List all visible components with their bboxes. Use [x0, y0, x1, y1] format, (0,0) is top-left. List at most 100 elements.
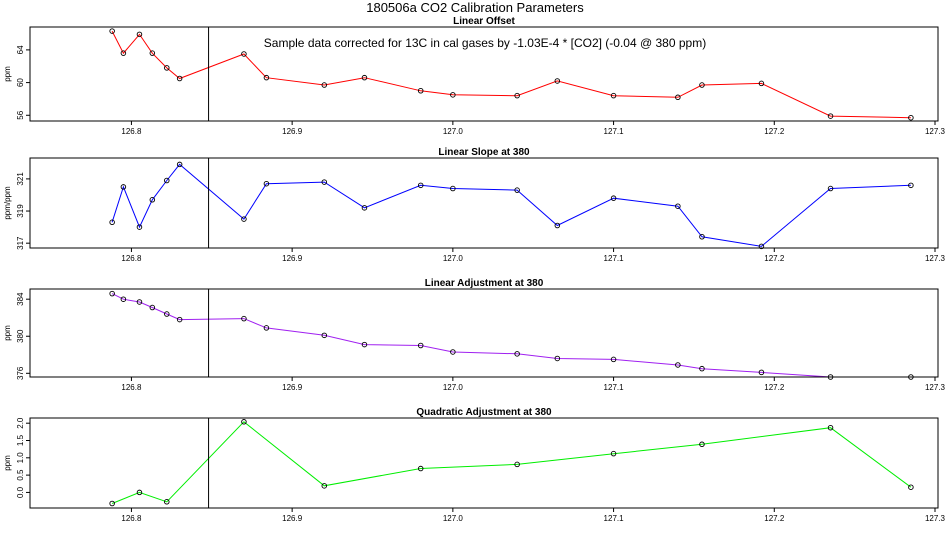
- linear-slope-data-point: [241, 216, 247, 222]
- quadratic-adjustment-xtick-label: 127.3: [925, 514, 946, 523]
- linear-offset-data-point: [241, 51, 247, 57]
- linear-slope-xtick-label: 126.8: [121, 254, 142, 263]
- linear-slope-data-point: [149, 197, 156, 203]
- linear-adjustment-ytick-label: 376: [16, 366, 25, 380]
- linear-offset-series-line: [111, 30, 911, 119]
- linear-slope-data-point: [263, 180, 270, 187]
- linear-adjustment-data-point: [610, 356, 617, 363]
- linear-adjustment-xtick-label: 127.1: [604, 383, 625, 392]
- linear-slope-xtick-label: 127.3: [925, 254, 946, 263]
- quadratic-adjustment-xtick-label: 126.9: [282, 514, 303, 523]
- panel-linear-adjustment: Linear Adjustment at 380 ppm 126.8 126.9 127…: [3, 278, 946, 392]
- linear-offset-annotation: Sample data corrected for 13C in cal gas…: [264, 36, 706, 50]
- linear-offset-xtick-label: 127.2: [764, 127, 785, 136]
- linear-offset-data-point: [417, 88, 424, 94]
- quadratic-adjustment-xtick-label: 127.0: [443, 514, 464, 523]
- quadratic-adjustment-data-point: [164, 499, 170, 505]
- linear-offset-xtick-label: 126.9: [282, 127, 303, 136]
- quadratic-adjustment-data-point: [699, 441, 705, 448]
- linear-adjustment-data-point: [450, 349, 456, 355]
- linear-slope-data-point: [610, 195, 617, 201]
- linear-slope-xtick-label: 126.9: [282, 254, 303, 263]
- linear-offset-ytick-label: 60: [16, 78, 25, 87]
- linear-adjustment-title: Linear Adjustment at 380: [425, 278, 544, 289]
- linear-slope-series-line: [111, 163, 911, 247]
- linear-slope-ylabel: ppm/ppm: [3, 186, 12, 220]
- linear-adjustment-data-point: [176, 316, 183, 323]
- linear-offset-data-point: [675, 94, 681, 101]
- quadratic-adjustment-ytick-label: 1.5: [16, 434, 25, 446]
- panel-linear-offset: Linear Offset ppm 126.8 126.9 127.0 127.1 127.…: [3, 16, 946, 136]
- quadratic-adjustment-title: Quadratic Adjustment at 380: [416, 407, 552, 418]
- linear-offset-data-point: [827, 113, 834, 119]
- linear-slope-data-point: [361, 205, 368, 211]
- linear-slope-data-point: [417, 182, 424, 189]
- linear-slope-data-point: [908, 182, 914, 189]
- linear-slope-data-point: [450, 185, 456, 192]
- linear-adjustment-data-point: [554, 355, 561, 362]
- linear-adjustment-data-point: [120, 296, 127, 302]
- linear-offset-frame: [29, 26, 939, 122]
- quadratic-adjustment-data-point: [321, 483, 328, 489]
- quadratic-adjustment-data-point: [109, 500, 115, 507]
- linear-adjustment-xtick-label: 127.2: [764, 383, 785, 392]
- quadratic-adjustment-data-point: [241, 419, 247, 425]
- linear-offset-xtick-label: 126.8: [121, 127, 142, 136]
- linear-slope-data-point: [109, 219, 115, 226]
- linear-offset-data-point: [758, 80, 765, 87]
- linear-adjustment-data-point: [241, 315, 247, 322]
- linear-slope-data-point: [675, 203, 681, 209]
- quadratic-adjustment-data-point: [827, 424, 834, 431]
- quadratic-adjustment-series-line: [111, 421, 912, 504]
- quadratic-adjustment-ytick-label: 0.5: [16, 469, 25, 481]
- linear-adjustment-series-line: [111, 293, 911, 378]
- panel-quadratic-adjustment: Quadratic Adjustment at 380 ppm 126.8 126.9…: [3, 407, 946, 523]
- quadratic-adjustment-ytick-label: 2.0: [16, 417, 25, 429]
- linear-adjustment-data-point: [321, 332, 328, 339]
- linear-adjustment-ytick-label: 384: [16, 292, 25, 306]
- linear-adjustment-data-point: [164, 311, 170, 317]
- linear-adjustment-data-point: [136, 299, 143, 305]
- linear-offset-title: Linear Offset: [453, 16, 515, 27]
- linear-offset-data-point: [120, 50, 127, 56]
- linear-adjustment-data-point: [109, 290, 115, 297]
- linear-offset-data-point: [361, 74, 368, 81]
- panel-linear-slope: Linear Slope at 380 ppm/ppm 126.8 126.9 127.…: [3, 147, 946, 263]
- linear-slope-ytick-label: 317: [16, 236, 25, 250]
- linear-adjustment-ylabel: ppm: [3, 325, 12, 341]
- quadratic-adjustment-ytick-label: 0.0: [16, 486, 25, 498]
- linear-offset-data-point: [149, 50, 156, 56]
- linear-offset-data-point: [610, 92, 617, 99]
- linear-offset-xtick-label: 127.3: [925, 127, 946, 136]
- linear-adjustment-data-point: [263, 325, 270, 331]
- linear-adjustment-data-point: [361, 341, 368, 348]
- linear-slope-xtick-label: 127.0: [443, 254, 464, 263]
- linear-adjustment-xtick-label: 127.3: [925, 383, 946, 392]
- linear-slope-data-point: [136, 224, 143, 230]
- quadratic-adjustment-ytick-label: 1.0: [16, 452, 25, 464]
- linear-offset-ytick-label: 64: [16, 45, 25, 54]
- linear-adjustment-xtick-label: 126.8: [121, 383, 142, 392]
- linear-slope-data-point: [164, 177, 170, 184]
- linear-slope-ytick-label: 321: [16, 172, 25, 186]
- linear-slope-data-point: [514, 187, 520, 193]
- linear-adjustment-data-point: [675, 362, 681, 368]
- quadratic-adjustment-data-point: [417, 465, 424, 472]
- linear-offset-xtick-label: 127.0: [443, 127, 464, 136]
- linear-offset-data-point: [164, 65, 170, 71]
- linear-offset-data-point: [554, 78, 561, 84]
- quadratic-adjustment-xtick-label: 127.2: [764, 514, 785, 523]
- quadratic-adjustment-data-point: [908, 484, 914, 490]
- figure-title: 180506a CO2 Calibration Parameters: [366, 0, 584, 15]
- linear-slope-xtick-label: 127.2: [764, 254, 785, 263]
- linear-offset-data-point: [263, 74, 270, 81]
- quadratic-adjustment-data-point: [136, 489, 143, 496]
- linear-offset-ytick-label: 56: [16, 110, 25, 119]
- linear-slope-data-point: [321, 179, 328, 185]
- quadratic-adjustment-data-point: [514, 461, 520, 468]
- linear-slope-data-point: [176, 161, 183, 168]
- linear-slope-ytick-label: 319: [16, 204, 25, 218]
- linear-adjustment-xtick-label: 126.9: [282, 383, 303, 392]
- linear-slope-data-point: [827, 185, 834, 192]
